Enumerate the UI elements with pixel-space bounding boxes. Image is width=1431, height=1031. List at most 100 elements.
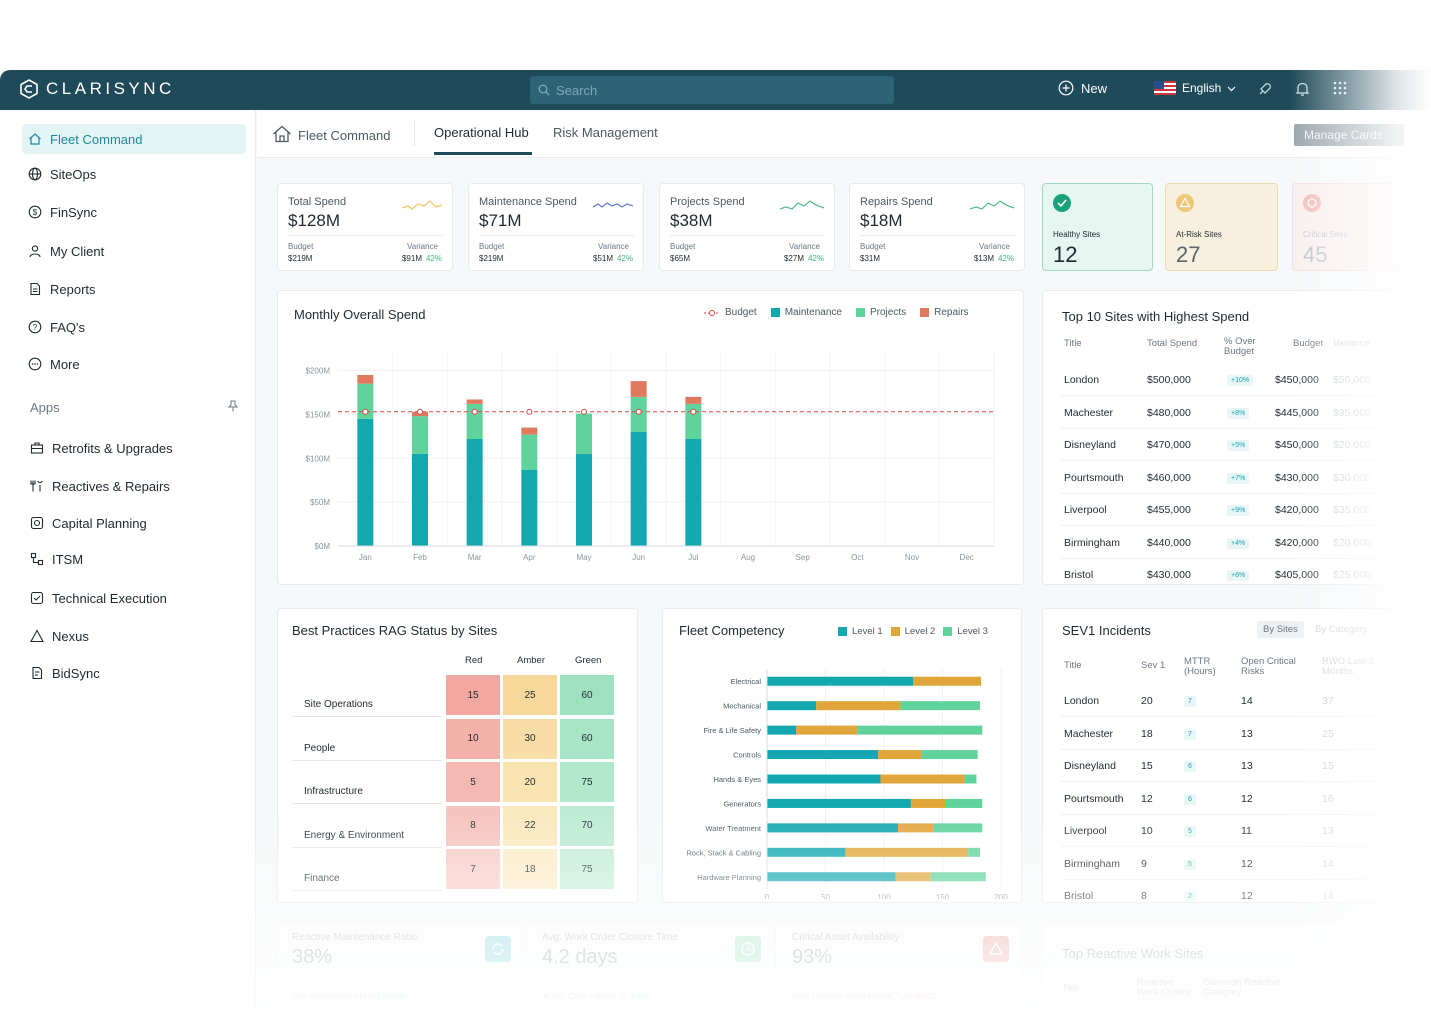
rag-cell[interactable]: 70 bbox=[560, 805, 614, 846]
column-header: Green bbox=[575, 655, 602, 666]
kpi-value: $128M bbox=[288, 211, 340, 230]
rag-cell[interactable]: 60 bbox=[560, 718, 614, 759]
table-row[interactable]: Birmingham 9 5 12 14 bbox=[1061, 848, 1403, 880]
critical-sites-card[interactable]: Critical Sites 45 bbox=[1292, 183, 1405, 271]
rag-cell[interactable]: 8 bbox=[446, 805, 500, 846]
legend-item-repairs[interactable]: Repairs bbox=[920, 307, 969, 318]
sidebar-item-my-client[interactable]: My Client bbox=[22, 236, 246, 266]
sidebar-app-technical-execution[interactable]: Technical Execution bbox=[24, 583, 248, 613]
bar-level-3 bbox=[933, 823, 983, 833]
rag-cell[interactable]: 75 bbox=[560, 762, 614, 802]
table-row[interactable]: Birmingham $440,000 +4% $420,000 $20,000 bbox=[1061, 527, 1403, 559]
sidebar-app-bidsync[interactable]: BidSync bbox=[24, 658, 248, 688]
legend-item-budget[interactable]: Budget bbox=[704, 307, 757, 318]
rag-cell[interactable]: 5 bbox=[446, 762, 500, 802]
tab-risk-management[interactable]: Risk Management bbox=[553, 125, 658, 140]
rag-cell[interactable]: 10 bbox=[446, 718, 500, 759]
site-status-value: 12 bbox=[1053, 242, 1078, 267]
rag-cell[interactable]: 22 bbox=[503, 805, 557, 846]
table-row[interactable]: Disneyland $470,000 +5% $450,000 $20,000 bbox=[1061, 429, 1403, 461]
legend-item-level-3[interactable]: Level 3 bbox=[943, 626, 988, 637]
manage-cards-button[interactable]: Manage Cards bbox=[1294, 124, 1404, 146]
kpi-card-maintenance-spend[interactable]: Maintenance Spend $71M Budget $219M Vari… bbox=[468, 183, 644, 271]
column-header: MTTR (Hours) bbox=[1184, 656, 1216, 677]
bar-level-3 bbox=[857, 725, 983, 735]
table-cell: 15 bbox=[1322, 760, 1334, 772]
sidebar-item-siteops[interactable]: SiteOps bbox=[22, 159, 246, 189]
language-selector[interactable]: English bbox=[1154, 81, 1236, 95]
table-cell: 5 bbox=[1184, 826, 1196, 837]
legend-item-projects[interactable]: Projects bbox=[855, 307, 906, 318]
table-cell: $450,000 bbox=[1275, 374, 1319, 386]
sidebar-item-finsync[interactable]: $ FinSync bbox=[22, 197, 246, 227]
kpi-critical-asset[interactable]: Critical Asset Availability 93% Most Com… bbox=[778, 922, 1023, 1022]
rag-cell[interactable]: 75 bbox=[560, 849, 614, 889]
pin-icon[interactable] bbox=[228, 400, 238, 412]
legend-item-level-1[interactable]: Level 1 bbox=[838, 626, 883, 637]
rag-cell[interactable]: 20 bbox=[503, 762, 557, 802]
table-cell: $430,000 bbox=[1147, 569, 1191, 581]
table-cell: $460,000 bbox=[1147, 471, 1191, 484]
sidebar-item-reports[interactable]: Reports bbox=[22, 274, 246, 304]
x-tick-label: Sep bbox=[796, 553, 811, 562]
sidebar-app-retrofits[interactable]: Retrofits & Upgrades bbox=[24, 433, 248, 463]
rag-cell[interactable]: 25 bbox=[503, 675, 557, 715]
bar-maintenance bbox=[466, 438, 483, 546]
table-row[interactable]: Machester $480,000 +8% $445,000 $35,000 bbox=[1061, 397, 1403, 429]
table-row[interactable]: Liverpool 10 5 11 13 bbox=[1061, 815, 1403, 847]
at-risk-sites-card[interactable]: At-Risk Sites 27 bbox=[1165, 183, 1278, 271]
sidebar-app-reactives[interactable]: Reactives & Repairs bbox=[24, 471, 248, 501]
bar-maintenance bbox=[685, 438, 702, 546]
toggle-by-sites[interactable]: By Sites bbox=[1257, 621, 1304, 638]
table-row[interactable]: Bristol 8 2 12 14 bbox=[1061, 880, 1403, 902]
sidebar-app-itsm[interactable]: ITSM bbox=[24, 544, 248, 574]
logo[interactable]: CLARISYNC bbox=[18, 78, 175, 100]
variance-amount: $51M bbox=[592, 254, 613, 263]
new-button[interactable]: New bbox=[1058, 80, 1107, 96]
kpi-card-total-spend[interactable]: Total Spend $128M Budget $219M Variance … bbox=[277, 183, 453, 271]
sidebar-app-label: Retrofits & Upgrades bbox=[52, 440, 173, 456]
rag-cell[interactable]: 18 bbox=[503, 849, 557, 889]
search-input[interactable] bbox=[556, 82, 876, 98]
table-row[interactable]: London $500,000 +10% $450,000 $50,000 bbox=[1061, 364, 1403, 396]
variance-value: $51M 42% bbox=[593, 254, 633, 263]
kpi-card-repairs-spend[interactable]: Repairs Spend $18M Budget $31M Variance … bbox=[849, 183, 1025, 271]
y-tick-label: Fire & Life Safety bbox=[703, 726, 761, 735]
sidebar-item-more[interactable]: More bbox=[22, 349, 246, 379]
bell-icon[interactable] bbox=[1295, 81, 1310, 97]
sidebar-app-nexus[interactable]: Nexus bbox=[24, 621, 248, 651]
table-row[interactable]: Pourtsmouth $460,000 +7% $430,000 $30,000 bbox=[1061, 462, 1403, 494]
apps-grid-icon[interactable] bbox=[1333, 81, 1347, 95]
breadcrumb[interactable]: Fleet Command bbox=[298, 128, 391, 143]
fleet-competency-card: Fleet Competency Level 1 Level 2 Level 3… bbox=[662, 608, 1022, 903]
tab-operational-hub[interactable]: Operational Hub bbox=[434, 125, 529, 140]
legend-item-maintenance[interactable]: Maintenance bbox=[770, 307, 842, 318]
rag-cell[interactable]: 15 bbox=[446, 675, 500, 715]
bar-level-1 bbox=[767, 725, 797, 735]
kpi-work-order-closure[interactable]: Avg. Work Order Closure Time 4.2 days % … bbox=[528, 922, 776, 1022]
rag-cell[interactable]: 30 bbox=[503, 718, 557, 759]
sidebar-item-fleet-command[interactable]: Fleet Command bbox=[22, 124, 246, 154]
kpi-reactive-maintenance[interactable]: Reactive Maintenance Ratio 38% Site with… bbox=[278, 922, 526, 1022]
legend-item-level-2[interactable]: Level 2 bbox=[890, 626, 935, 637]
bar-repairs bbox=[521, 427, 538, 435]
table-row[interactable]: Machester 18 7 13 25 bbox=[1061, 718, 1403, 750]
table-cell: +7% bbox=[1227, 472, 1250, 484]
toggle-by-category[interactable]: By Category bbox=[1315, 624, 1368, 635]
rag-cell[interactable]: 7 bbox=[446, 849, 500, 889]
table-cell: 25 bbox=[1322, 727, 1334, 740]
healthy-sites-card[interactable]: Healthy Sites 12 bbox=[1042, 183, 1153, 271]
table-row[interactable]: Pourtsmouth 12 6 12 16 bbox=[1061, 783, 1403, 815]
sidebar-app-capital-planning[interactable]: Capital Planning bbox=[24, 508, 248, 538]
rocket-icon[interactable] bbox=[1257, 81, 1273, 97]
kpi-card-projects-spend[interactable]: Projects Spend $38M Budget $65M Variance… bbox=[659, 183, 835, 271]
table-row[interactable]: Liverpool $455,000 +9% $420,000 $35,000 bbox=[1061, 494, 1403, 526]
sidebar-item-faqs[interactable]: ? FAQ's bbox=[22, 312, 246, 342]
table-row[interactable]: Disneyland 15 6 13 15 bbox=[1061, 750, 1403, 782]
search-bar[interactable] bbox=[530, 76, 894, 104]
table-row[interactable]: London 20 7 14 37 bbox=[1061, 685, 1403, 717]
rag-row: Infrastructure bbox=[292, 762, 442, 804]
rag-cell[interactable]: 60 bbox=[560, 675, 614, 715]
kpi-sub: % WO Closed Within SLA 68% bbox=[542, 992, 652, 1001]
table-row[interactable]: Bristol $430,000 +6% $405,000 $25,000 bbox=[1061, 559, 1403, 584]
